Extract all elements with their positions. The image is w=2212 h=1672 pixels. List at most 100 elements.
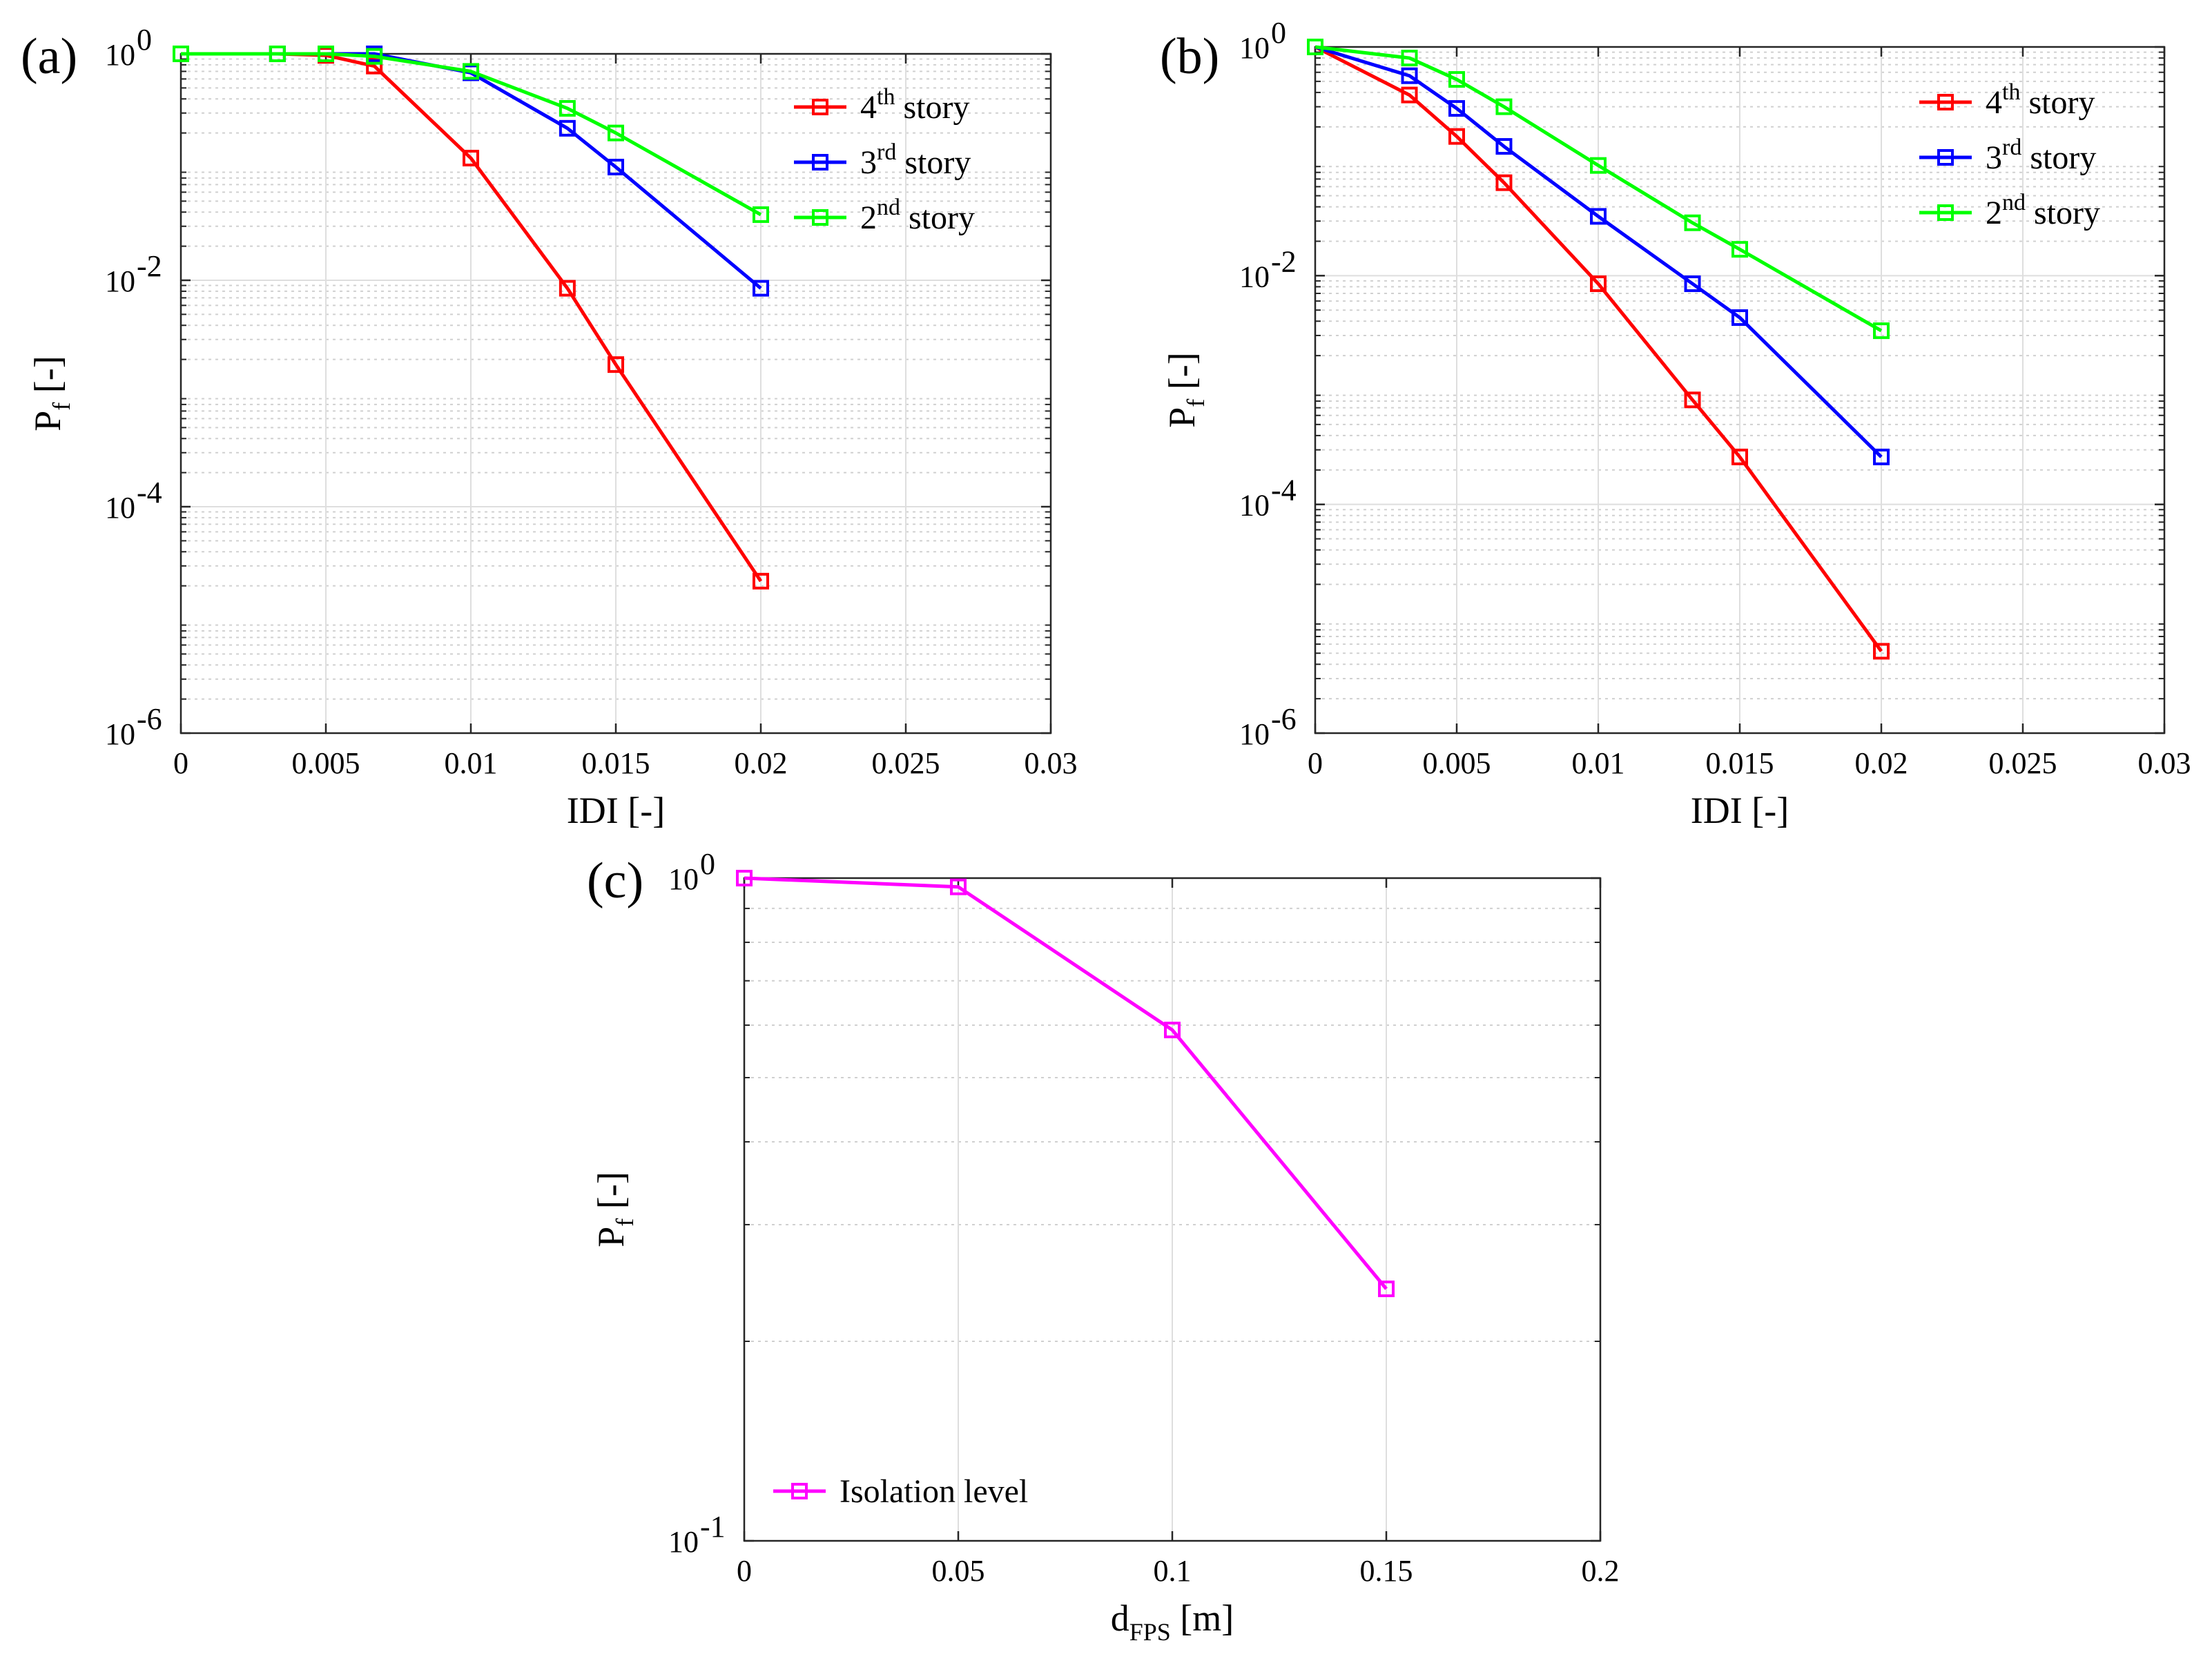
legend-number: 3 bbox=[860, 144, 877, 181]
x-axis-label: IDI [-] bbox=[567, 790, 665, 831]
series-line-0 bbox=[744, 876, 1388, 1290]
x-tick-label: 0 bbox=[1308, 746, 1323, 780]
y-axis-label-main: P bbox=[27, 411, 68, 431]
x-tick-label: 0.02 bbox=[1855, 746, 1908, 780]
x-tick-label: 0.025 bbox=[1989, 746, 2057, 780]
data-point bbox=[1590, 275, 1607, 293]
x-tick-label: 0 bbox=[737, 1554, 752, 1588]
x-axis-label: dFPS [m] bbox=[1111, 1597, 1234, 1646]
legend-superscript: th bbox=[2002, 79, 2020, 105]
legend-entry: 2nd story bbox=[1986, 190, 2100, 231]
data-point bbox=[736, 870, 753, 886]
x-tick-label: 0.02 bbox=[735, 746, 788, 780]
y-tick-label: 10 bbox=[105, 717, 135, 751]
y-axis-label-main: P bbox=[590, 1227, 632, 1247]
y-tick-exponent: -6 bbox=[137, 702, 162, 736]
x-tick-label: 0.03 bbox=[2138, 746, 2191, 780]
y-tick-base: 10 bbox=[1239, 717, 1270, 751]
data-point bbox=[608, 124, 624, 142]
x-axis-label-main: d bbox=[1111, 1597, 1129, 1639]
legend-number: 3 bbox=[1986, 139, 2002, 176]
y-axis-label-subscript: f bbox=[611, 1218, 639, 1227]
data-point bbox=[1448, 71, 1465, 88]
y-tick-label: 10 bbox=[105, 264, 135, 298]
y-axis-label: Pf [-] bbox=[1161, 352, 1210, 428]
legend-superscript: rd bbox=[2002, 135, 2021, 160]
data-point bbox=[463, 63, 479, 80]
data-point bbox=[1873, 322, 1890, 340]
chart-panel-a: 0 0.005 0.01 0.015 0.02 0.025 0.0310-610-410-2… bbox=[21, 23, 1078, 831]
data-point bbox=[1684, 391, 1701, 409]
data-point bbox=[1590, 208, 1607, 225]
legend-superscript: rd bbox=[877, 139, 896, 165]
data-point bbox=[1378, 1280, 1395, 1297]
data-point bbox=[608, 356, 624, 373]
data-point bbox=[1495, 174, 1513, 191]
y-tick-base: 10 bbox=[668, 862, 699, 896]
data-point bbox=[753, 572, 769, 590]
data-point bbox=[1873, 643, 1890, 660]
data-point bbox=[173, 46, 189, 62]
y-axis-label-unit: [-] bbox=[1161, 352, 1203, 398]
legend-entry: 4th story bbox=[1986, 79, 2095, 121]
x-tick-label: 0.2 bbox=[1582, 1554, 1620, 1588]
y-tick-label: 10 bbox=[1239, 31, 1270, 65]
x-axis-label-unit: [m] bbox=[1171, 1597, 1234, 1639]
x-axis-label-text: IDI [-] bbox=[567, 790, 665, 831]
y-tick-base: 10 bbox=[105, 717, 135, 751]
data-point bbox=[1731, 309, 1748, 327]
y-tick-label: 10 bbox=[105, 38, 135, 72]
x-tick-label: 0.015 bbox=[1706, 746, 1774, 780]
x-tick-label: 0.015 bbox=[582, 746, 650, 780]
data-point bbox=[318, 46, 334, 62]
data-point bbox=[950, 878, 967, 895]
data-point bbox=[559, 280, 576, 297]
legend-word: story bbox=[900, 200, 975, 236]
data-point bbox=[1401, 86, 1418, 104]
legend-marker bbox=[1937, 204, 1954, 221]
data-point bbox=[1401, 50, 1418, 67]
legend-superscript: th bbox=[877, 84, 895, 110]
data-point bbox=[1731, 448, 1748, 465]
legend-entry: 4th story bbox=[860, 84, 969, 126]
legend-marker bbox=[812, 209, 828, 226]
y-tick-exponent: -6 bbox=[1271, 702, 1297, 736]
legend-word: story bbox=[2026, 195, 2100, 231]
chart-panel-c: 0 0.05 0.1 0.15 0.210 -110 0(c)dFPS [m]Pf [-]I… bbox=[587, 847, 1620, 1646]
data-point bbox=[1307, 39, 1323, 55]
y-tick-label: 10 bbox=[668, 862, 699, 896]
legend-marker bbox=[791, 1483, 808, 1499]
legend-entry: 3rd story bbox=[1986, 135, 2096, 176]
y-tick-label: 10 bbox=[668, 1525, 699, 1559]
data-point bbox=[366, 48, 383, 65]
y-tick-label: 10 bbox=[1239, 489, 1270, 523]
legend-word: story bbox=[2020, 84, 2095, 121]
y-tick-label: 10 bbox=[105, 491, 135, 525]
data-point bbox=[559, 119, 576, 137]
legend-superscript: nd bbox=[877, 195, 900, 220]
y-tick-exponent: -4 bbox=[137, 476, 162, 509]
data-point bbox=[1401, 67, 1418, 84]
y-tick-exponent: -2 bbox=[1271, 244, 1297, 278]
x-tick-label: 0.03 bbox=[1025, 746, 1078, 780]
y-axis-label: Pf [-] bbox=[590, 1172, 639, 1247]
y-axis-label-subscript: f bbox=[48, 402, 75, 411]
legend-number: 2 bbox=[860, 200, 877, 236]
panel-label: (c) bbox=[587, 853, 643, 909]
y-tick-base: 10 bbox=[105, 38, 135, 72]
x-tick-label: 0 bbox=[173, 746, 188, 780]
y-axis-label-subscript: f bbox=[1182, 399, 1210, 407]
y-tick-base: 10 bbox=[1239, 260, 1270, 293]
x-axis-label-text: IDI [-] bbox=[1691, 790, 1789, 831]
x-tick-label: 0.01 bbox=[445, 746, 498, 780]
x-axis-label: IDI [-] bbox=[1691, 790, 1789, 831]
data-point bbox=[1873, 448, 1890, 465]
y-tick-label: 10 bbox=[1239, 260, 1270, 293]
x-tick-label: 0.15 bbox=[1360, 1554, 1413, 1588]
y-tick-exponent: -2 bbox=[137, 249, 162, 283]
x-axis-label-subscript: FPS bbox=[1129, 1618, 1171, 1646]
panel-label: (a) bbox=[21, 28, 77, 85]
data-point bbox=[1164, 1021, 1181, 1038]
y-axis-label-unit: [-] bbox=[590, 1172, 632, 1218]
